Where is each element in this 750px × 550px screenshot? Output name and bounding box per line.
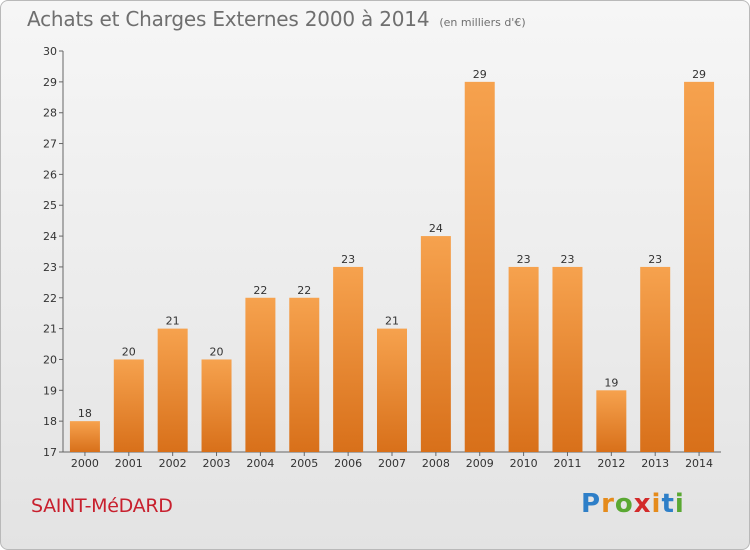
value-label: 20 [210,345,224,358]
bar [377,328,407,452]
bar [552,266,583,452]
bar [464,81,495,452]
x-tick-label: 2013 [641,457,669,470]
value-label: 21 [166,315,180,328]
x-tick-label: 2007 [378,457,406,470]
value-label: 20 [122,345,136,358]
value-label: 22 [253,284,267,297]
proxiti-logo[interactable]: Proxiti [581,489,685,519]
bars [69,81,715,452]
x-tick-label: 2000 [71,457,99,470]
value-label: 19 [604,376,618,389]
chart-title: Achats et Charges Externes 2000 à 2014 [27,7,430,31]
y-tick-label: 26 [43,168,57,181]
bar [113,359,144,452]
bar [508,266,539,452]
y-tick-label: 25 [43,199,57,212]
axes: 17 18 19 20 21 22 23 24 25 26 27 28 29 30 [43,45,721,459]
x-tick-label: 2010 [510,457,538,470]
x-tick-label: 2006 [334,457,362,470]
place-name: SAINT-MéDARD [31,495,173,517]
y-tick-label: 29 [43,76,57,89]
y-tick-label: 27 [43,138,57,151]
labels: 2000 18 2001 20 2002 21 2003 20 2004 22 2005 22 2006… [71,68,713,470]
bar [201,359,232,452]
bar [289,297,320,452]
value-label: 23 [648,253,662,266]
y-tick-label: 28 [43,107,57,120]
value-label: 21 [385,315,399,328]
y-tick-label: 19 [43,384,57,397]
chart-unit: (en milliers d'€) [439,16,526,29]
y-tick-label: 23 [43,261,57,274]
logo-letter: P [581,489,602,519]
x-tick-label: 2003 [203,457,231,470]
logo-letter: o [614,489,634,519]
value-label: 23 [560,253,574,266]
bar [157,328,188,452]
logo-letter: x [633,489,652,519]
bar [333,266,364,452]
value-label: 23 [517,253,531,266]
bar [420,236,451,452]
y-tick-label: 20 [43,353,57,366]
value-label: 29 [473,68,487,81]
chart-title-block: Achats et Charges Externes 2000 à 2014 (e… [27,7,526,31]
logo-letter: i [651,489,662,519]
x-tick-label: 2014 [685,457,713,470]
x-tick-label: 2001 [115,457,143,470]
bar [245,297,276,452]
bar [640,266,671,452]
logo-letter: r [601,489,615,519]
y-tick-label: 21 [43,323,57,336]
bar [684,81,715,452]
value-label: 23 [341,253,355,266]
x-tick-label: 2008 [422,457,450,470]
y-tick-label: 22 [43,292,57,305]
value-label: 18 [78,407,92,420]
bar [69,421,100,452]
x-tick-label: 2011 [553,457,581,470]
y-tick-label: 30 [43,45,57,58]
x-tick-label: 2002 [159,457,187,470]
logo-letter: t [661,489,675,519]
logo-letter: i [674,489,685,519]
bar [596,390,627,452]
x-tick-label: 2012 [597,457,625,470]
x-tick-label: 2005 [290,457,318,470]
y-tick-label: 24 [43,230,57,243]
x-tick-label: 2004 [246,457,274,470]
value-label: 24 [429,222,443,235]
value-label: 22 [297,284,311,297]
y-tick-label: 17 [43,446,57,459]
value-label: 29 [692,68,706,81]
x-tick-label: 2009 [466,457,494,470]
y-tick-label: 18 [43,415,57,428]
